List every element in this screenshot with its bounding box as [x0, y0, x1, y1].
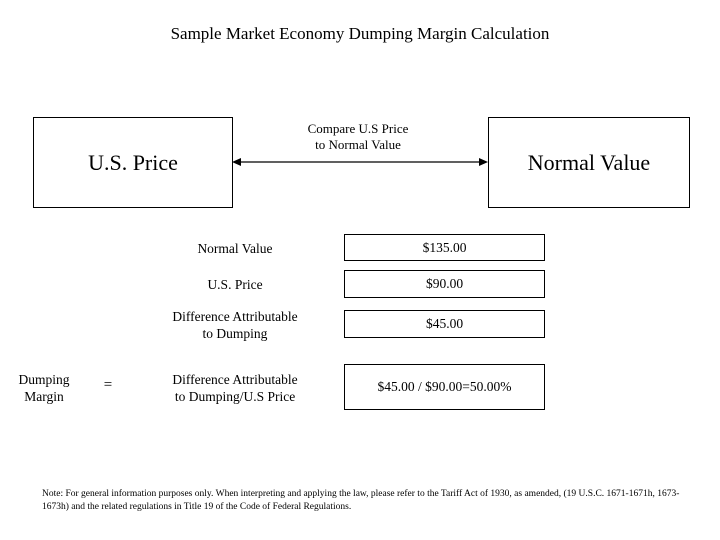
- us-price-box-label: U.S. Price: [88, 149, 178, 175]
- value-box-difference: $45.00: [344, 310, 545, 338]
- normal-value-box: Normal Value: [488, 117, 690, 208]
- compare-label: Compare U.S Price to Normal Value: [288, 121, 428, 153]
- value-box-us-price: $90.00: [344, 270, 545, 298]
- page-title: Sample Market Economy Dumping Margin Cal…: [170, 24, 550, 43]
- normal-value-box-label: Normal Value: [527, 149, 651, 175]
- dumping-margin-label: Dumping Margin: [18, 372, 70, 404]
- row-label-us-price: U.S. Price: [207, 277, 263, 292]
- compare-label-line1: Compare U.S Price: [307, 121, 409, 136]
- row-label-normal-value: Normal Value: [197, 241, 273, 256]
- row-label-margin-ratio: Difference Attributable to Dumping/U.S P…: [172, 372, 298, 404]
- footnote: Note: For general information purposes o…: [42, 489, 680, 512]
- row-label-difference: Difference Attributable to Dumping: [172, 309, 298, 341]
- value-box-margin-ratio: $45.00 / $90.00=50.00%: [344, 364, 545, 410]
- value-box-normal-value: $135.00: [344, 234, 545, 261]
- equals-sign: =: [103, 377, 113, 393]
- compare-label-line2: to Normal Value: [315, 137, 401, 152]
- us-price-box: U.S. Price: [33, 117, 233, 208]
- double-arrow-icon: [232, 158, 488, 166]
